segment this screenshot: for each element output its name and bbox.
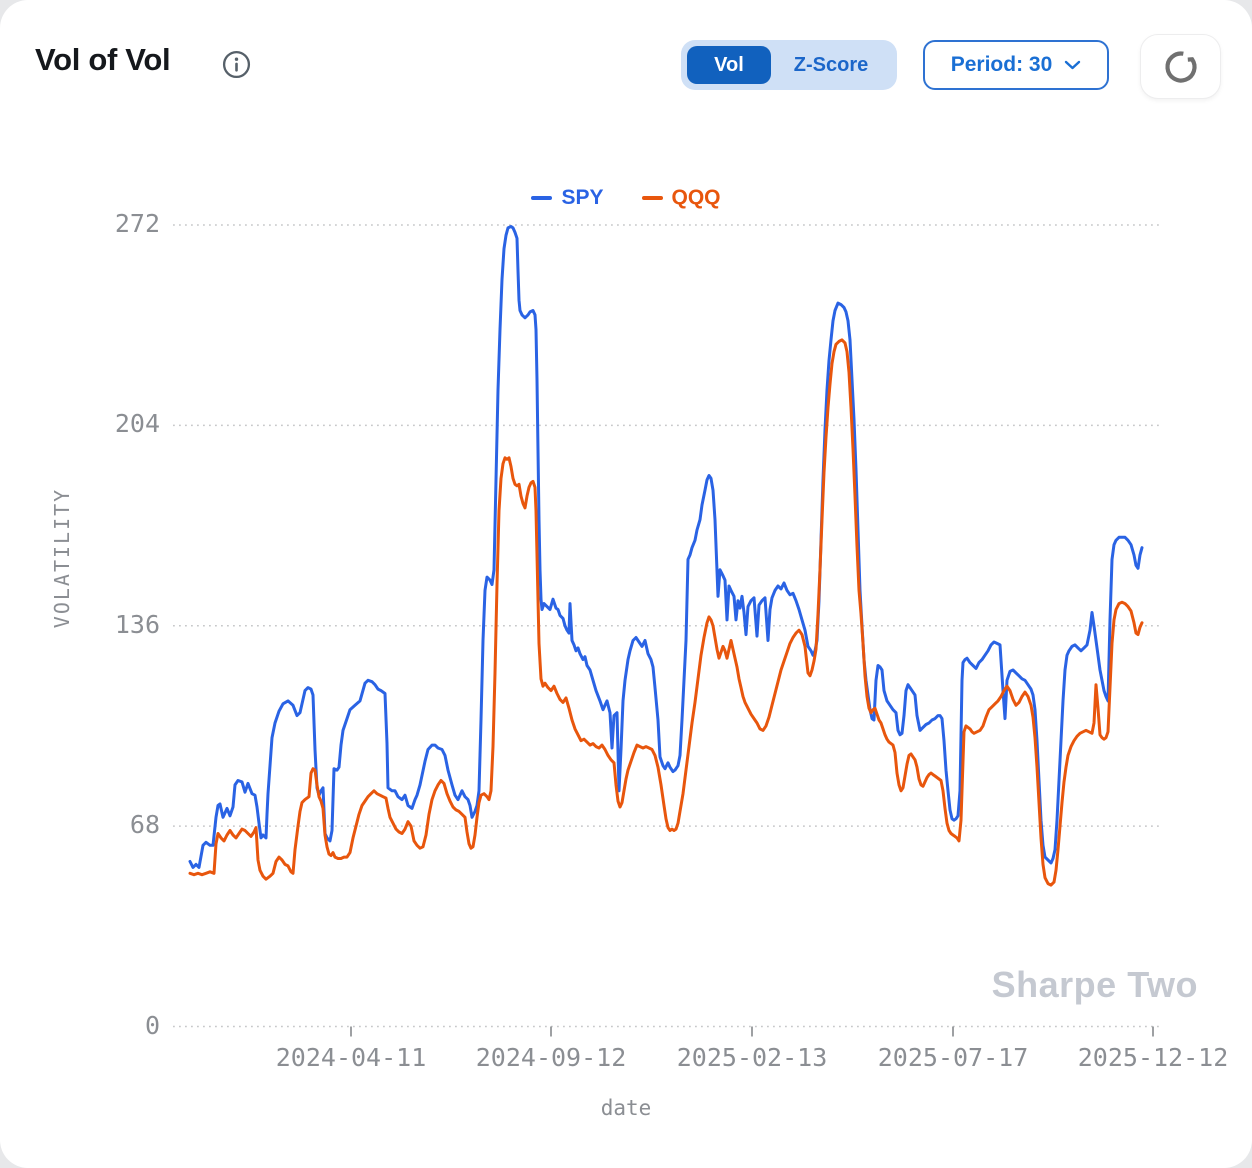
vol-toggle-button[interactable]: Vol [687, 46, 771, 84]
x-tick-label: 2025-12-12 [1077, 1043, 1229, 1072]
qqq-line-swatch [641, 195, 663, 201]
legend-item-spy[interactable]: SPY [531, 186, 604, 210]
info-icon[interactable] [222, 50, 251, 79]
chart-legend: SPY QQQ [0, 186, 1252, 210]
x-tick-label: 2025-02-13 [676, 1043, 828, 1072]
x-tick-label: 2025-07-17 [877, 1043, 1029, 1072]
x-tick-label: 2024-09-12 [475, 1043, 627, 1072]
legend-label-qqq: QQQ [671, 186, 721, 209]
chevron-down-icon [1065, 60, 1081, 70]
period-dropdown[interactable]: Period: 30 [923, 40, 1109, 90]
x-tick-label: 2024-04-11 [275, 1043, 427, 1072]
zscore-toggle-button[interactable]: Z-Score [771, 46, 891, 84]
y-axis-title: VOLATILITY [50, 487, 74, 629]
refresh-spinner-icon [1164, 50, 1197, 83]
refresh-button[interactable] [1140, 34, 1221, 99]
series-line-qqq[interactable] [188, 338, 1144, 887]
y-tick-label: 204 [114, 409, 160, 439]
legend-label-spy: SPY [561, 186, 604, 209]
y-tick-label: 68 [129, 810, 160, 840]
y-tick-label: 0 [144, 1010, 160, 1040]
y-tick-label: 136 [114, 609, 160, 639]
mode-toggle-group: Vol Z-Score [681, 40, 897, 90]
y-tick-label: 272 [114, 209, 160, 238]
watermark: Sharpe Two [991, 964, 1198, 1005]
series-line-spy[interactable] [188, 225, 1144, 869]
period-dropdown-label: Period: 30 [950, 53, 1053, 76]
x-axis-title: date [600, 1096, 652, 1120]
page-title: Vol of Vol [35, 42, 171, 77]
legend-item-qqq[interactable]: QQQ [641, 186, 721, 210]
spy-line-swatch [531, 195, 553, 201]
